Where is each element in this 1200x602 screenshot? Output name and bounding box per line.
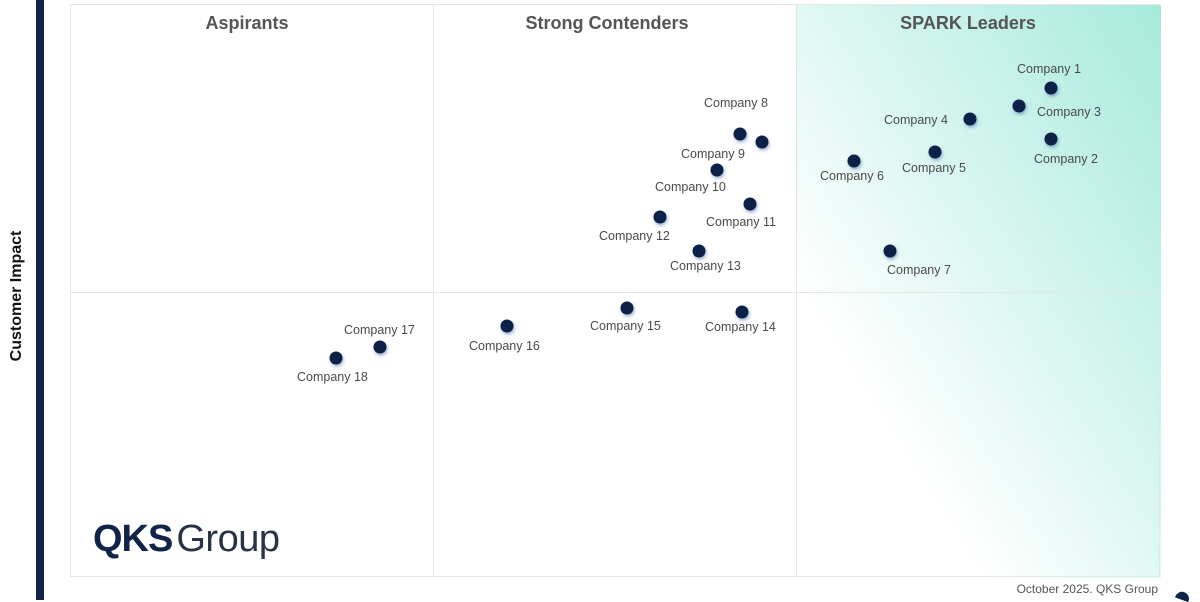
quadrant-title-leaders: SPARK Leaders — [900, 13, 1036, 33]
qks-group-logo: QKS Group — [93, 518, 280, 561]
data-point-label: Company 11 — [706, 215, 776, 229]
data-point-label: Company 16 — [469, 339, 540, 353]
quadrant-title-aspirants: Aspirants — [205, 13, 289, 33]
data-point-label: Company 12 — [599, 229, 670, 243]
data-point — [329, 351, 343, 365]
data-point — [1044, 81, 1058, 95]
data-point — [928, 145, 942, 159]
data-point-label: Company 3 — [1037, 105, 1101, 119]
data-point — [847, 154, 861, 168]
footer-credit: October 2025. QKS Group — [1016, 582, 1158, 596]
data-point-label: Company 5 — [902, 161, 966, 175]
data-point — [735, 305, 749, 319]
data-point-label: Company 14 — [705, 320, 776, 334]
data-point — [963, 112, 977, 126]
quadrant-title-strong-contenders: Strong Contenders — [525, 13, 689, 33]
data-point — [373, 340, 387, 354]
data-point-label: Company 4 — [884, 113, 948, 127]
logo-qks: QKS — [93, 518, 173, 560]
data-point — [692, 244, 706, 258]
y-axis-line — [36, 0, 44, 600]
data-point-label: Company 17 — [344, 323, 415, 337]
quadrant-divider-horizontal — [71, 292, 1159, 293]
data-point-label: Company 7 — [887, 263, 951, 277]
data-point-label: Company 2 — [1034, 152, 1098, 166]
data-point-label: Company 6 — [820, 169, 884, 183]
data-point-label: Company 10 — [655, 180, 726, 194]
corner-decoration — [1175, 589, 1191, 602]
data-point — [620, 301, 634, 315]
data-point-label: Company 15 — [590, 319, 661, 333]
data-point — [883, 244, 897, 258]
data-point-label: Company 18 — [297, 370, 368, 384]
data-point — [755, 135, 769, 149]
data-point-label: Company 9 — [681, 147, 745, 161]
logo-group: Group — [176, 518, 280, 560]
data-point-label: Company 1 — [1017, 62, 1081, 76]
data-point — [500, 319, 514, 333]
quadrant-divider — [433, 5, 434, 576]
data-point-label: Company 8 — [704, 96, 768, 110]
data-point — [653, 210, 667, 224]
data-point — [733, 127, 747, 141]
leaders-gradient-area — [796, 5, 1161, 578]
data-point — [710, 163, 724, 177]
quadrant-divider — [796, 5, 797, 576]
data-point-label: Company 13 — [670, 259, 741, 273]
quadrant-chart: Aspirants Strong Contenders SPARK Leader… — [70, 4, 1161, 578]
y-axis-label: Customer Impact — [8, 230, 25, 362]
data-point — [1012, 99, 1026, 113]
data-point — [743, 197, 757, 211]
data-point — [1044, 132, 1058, 146]
